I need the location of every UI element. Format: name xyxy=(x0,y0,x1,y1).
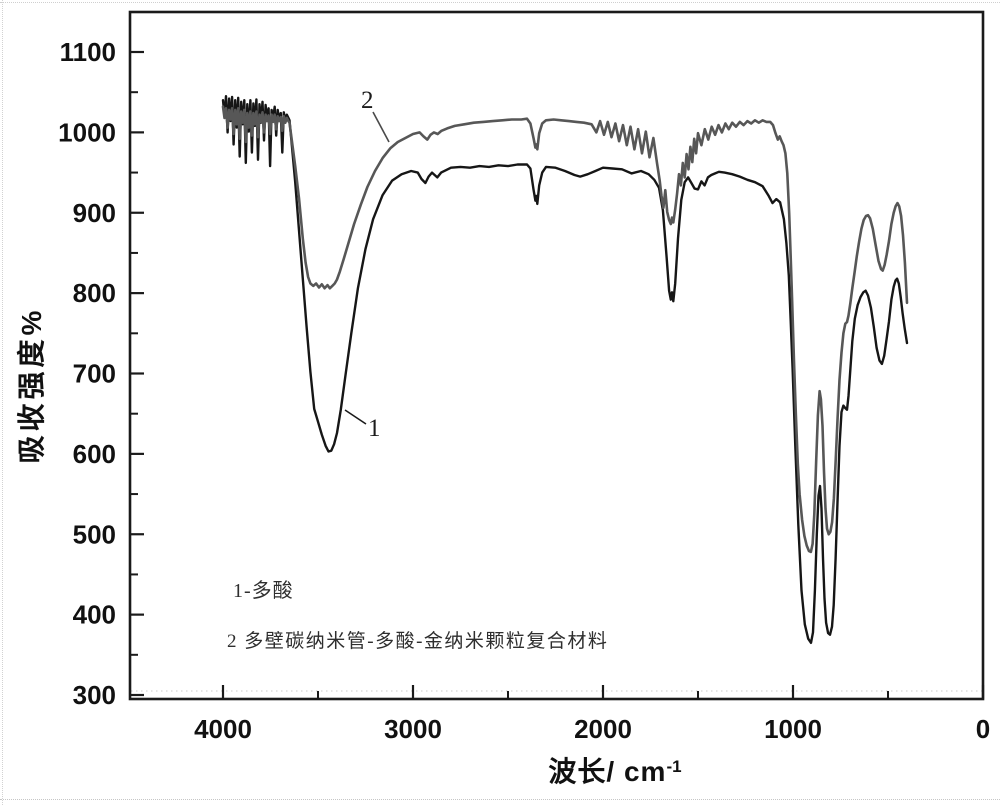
y-tick-label: 300 xyxy=(73,680,116,710)
y-axis-title: 吸收强度% xyxy=(16,306,47,464)
curve-1-leader-line xyxy=(344,409,367,425)
x-tick-label: 1000 xyxy=(764,714,822,744)
x-axis-title-text: 波长/ cm xyxy=(548,756,667,787)
y-tick-label: 800 xyxy=(73,278,116,308)
x-axis-title-superscript: -1 xyxy=(666,757,682,776)
y-tick-label: 500 xyxy=(73,519,116,549)
x-tick-label: 2000 xyxy=(574,714,632,744)
y-tick-label: 700 xyxy=(73,359,116,389)
y-tick-label: 900 xyxy=(73,198,116,228)
legend-entry-2: 2 多壁碳纳米管-多酸-金纳米颗粒复合材料 xyxy=(227,631,609,652)
curve-2-label: 2 xyxy=(361,87,374,114)
spectrum-curve-2 xyxy=(221,105,909,554)
y-tick-label: 600 xyxy=(73,439,116,469)
x-tick-label: 0 xyxy=(976,714,990,744)
y-tick-label: 1100 xyxy=(60,37,116,67)
spectrum-curve-1 xyxy=(221,94,909,644)
plot-border xyxy=(128,10,985,701)
x-axis-title: 波长/ cm-1 xyxy=(455,750,775,790)
legend: 1-多酸 2 多壁碳纳米管-多酸-金纳米颗粒复合材料 xyxy=(227,574,608,653)
y-tick-label: 1000 xyxy=(58,117,116,147)
x-tick-label: 4000 xyxy=(194,714,252,744)
curve-2-leader-line xyxy=(372,111,390,143)
x-tick-label: 3000 xyxy=(384,714,442,744)
y-tick-label: 400 xyxy=(73,600,116,630)
curve-1-label: 1 xyxy=(368,415,381,442)
legend-entry-1: 1-多酸 xyxy=(233,580,294,602)
